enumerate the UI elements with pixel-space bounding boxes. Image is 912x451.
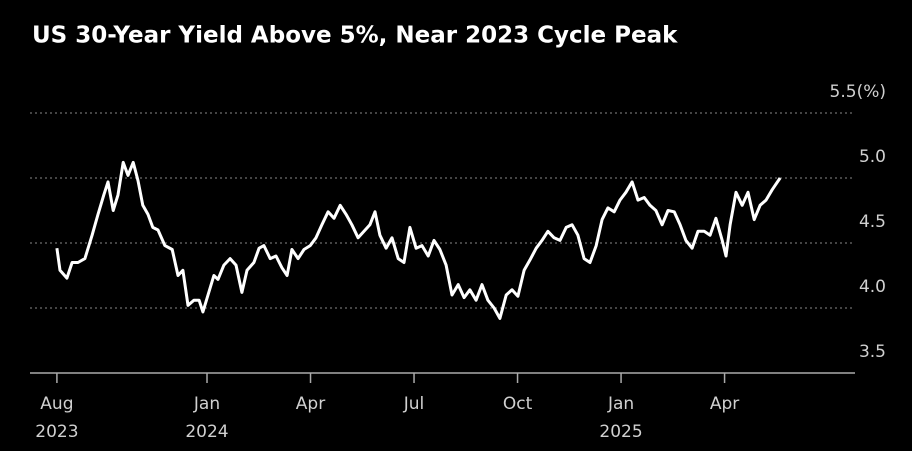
y-tick-label: 4.5 (859, 212, 886, 232)
x-tick-label: Oct (503, 394, 533, 414)
y-tick-label: 4.0 (859, 277, 886, 297)
x-tick-label: Jan (607, 394, 634, 414)
y-tick-label: 3.5 (859, 342, 886, 362)
x-tick-label: Jan (193, 394, 220, 414)
chart-title: US 30-Year Yield Above 5%, Near 2023 Cyc… (32, 23, 678, 49)
x-tick-label: Aug (40, 394, 73, 414)
y-tick-label: 5.5(%) (830, 82, 886, 102)
x-year-label: 2023 (35, 422, 78, 442)
y-tick-label: 5.0 (859, 147, 886, 167)
x-tick-label: Apr (710, 394, 739, 414)
x-tick-label: Apr (296, 394, 325, 414)
x-tick-label: Jul (403, 394, 425, 414)
yield-line (55, 160, 782, 320)
x-year-label: 2025 (599, 422, 642, 442)
x-year-label: 2024 (185, 422, 228, 442)
